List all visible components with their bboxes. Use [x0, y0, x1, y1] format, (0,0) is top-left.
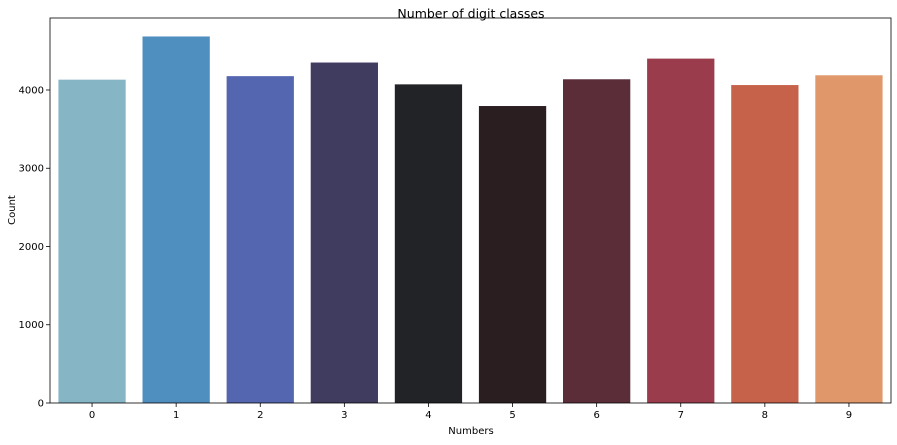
bars-layer — [58, 36, 883, 404]
x-tick-label: 7 — [678, 410, 684, 421]
chart-title: Number of digit classes — [397, 6, 544, 21]
bar-7 — [647, 58, 715, 404]
y-tick-label: 1000 — [19, 320, 44, 331]
bar-8 — [731, 85, 799, 403]
x-tick-label: 4 — [425, 410, 431, 421]
x-tick-label: 3 — [341, 410, 347, 421]
x-tick-label: 5 — [509, 410, 515, 421]
axis-ticks: 0 1 2 3 4 5 6 7 8 9 0 1000 2000 3000 4000 — [19, 85, 853, 421]
y-tick-label: 4000 — [19, 85, 44, 96]
bar-4 — [394, 84, 463, 404]
y-tick-label: 2000 — [19, 242, 44, 253]
bar-9 — [815, 75, 883, 403]
x-tick-label: 2 — [257, 410, 263, 421]
x-tick-label: 9 — [846, 410, 852, 421]
bar-1 — [142, 36, 210, 403]
x-tick-label: 0 — [89, 410, 95, 421]
bar-6 — [563, 79, 631, 404]
x-tick-label: 8 — [762, 410, 768, 421]
bar-5 — [478, 106, 547, 403]
y-tick-label: 0 — [38, 399, 44, 410]
y-tick-label: 3000 — [19, 164, 44, 175]
bar-3 — [310, 62, 378, 403]
plot-frame — [49, 17, 892, 404]
x-tick-label: 6 — [593, 410, 599, 421]
bar-2 — [226, 76, 294, 403]
x-axis-label: Numbers — [448, 426, 493, 437]
y-axis-label: Count — [7, 195, 18, 225]
x-tick-label: 1 — [173, 410, 179, 421]
bar-0 — [58, 79, 126, 403]
